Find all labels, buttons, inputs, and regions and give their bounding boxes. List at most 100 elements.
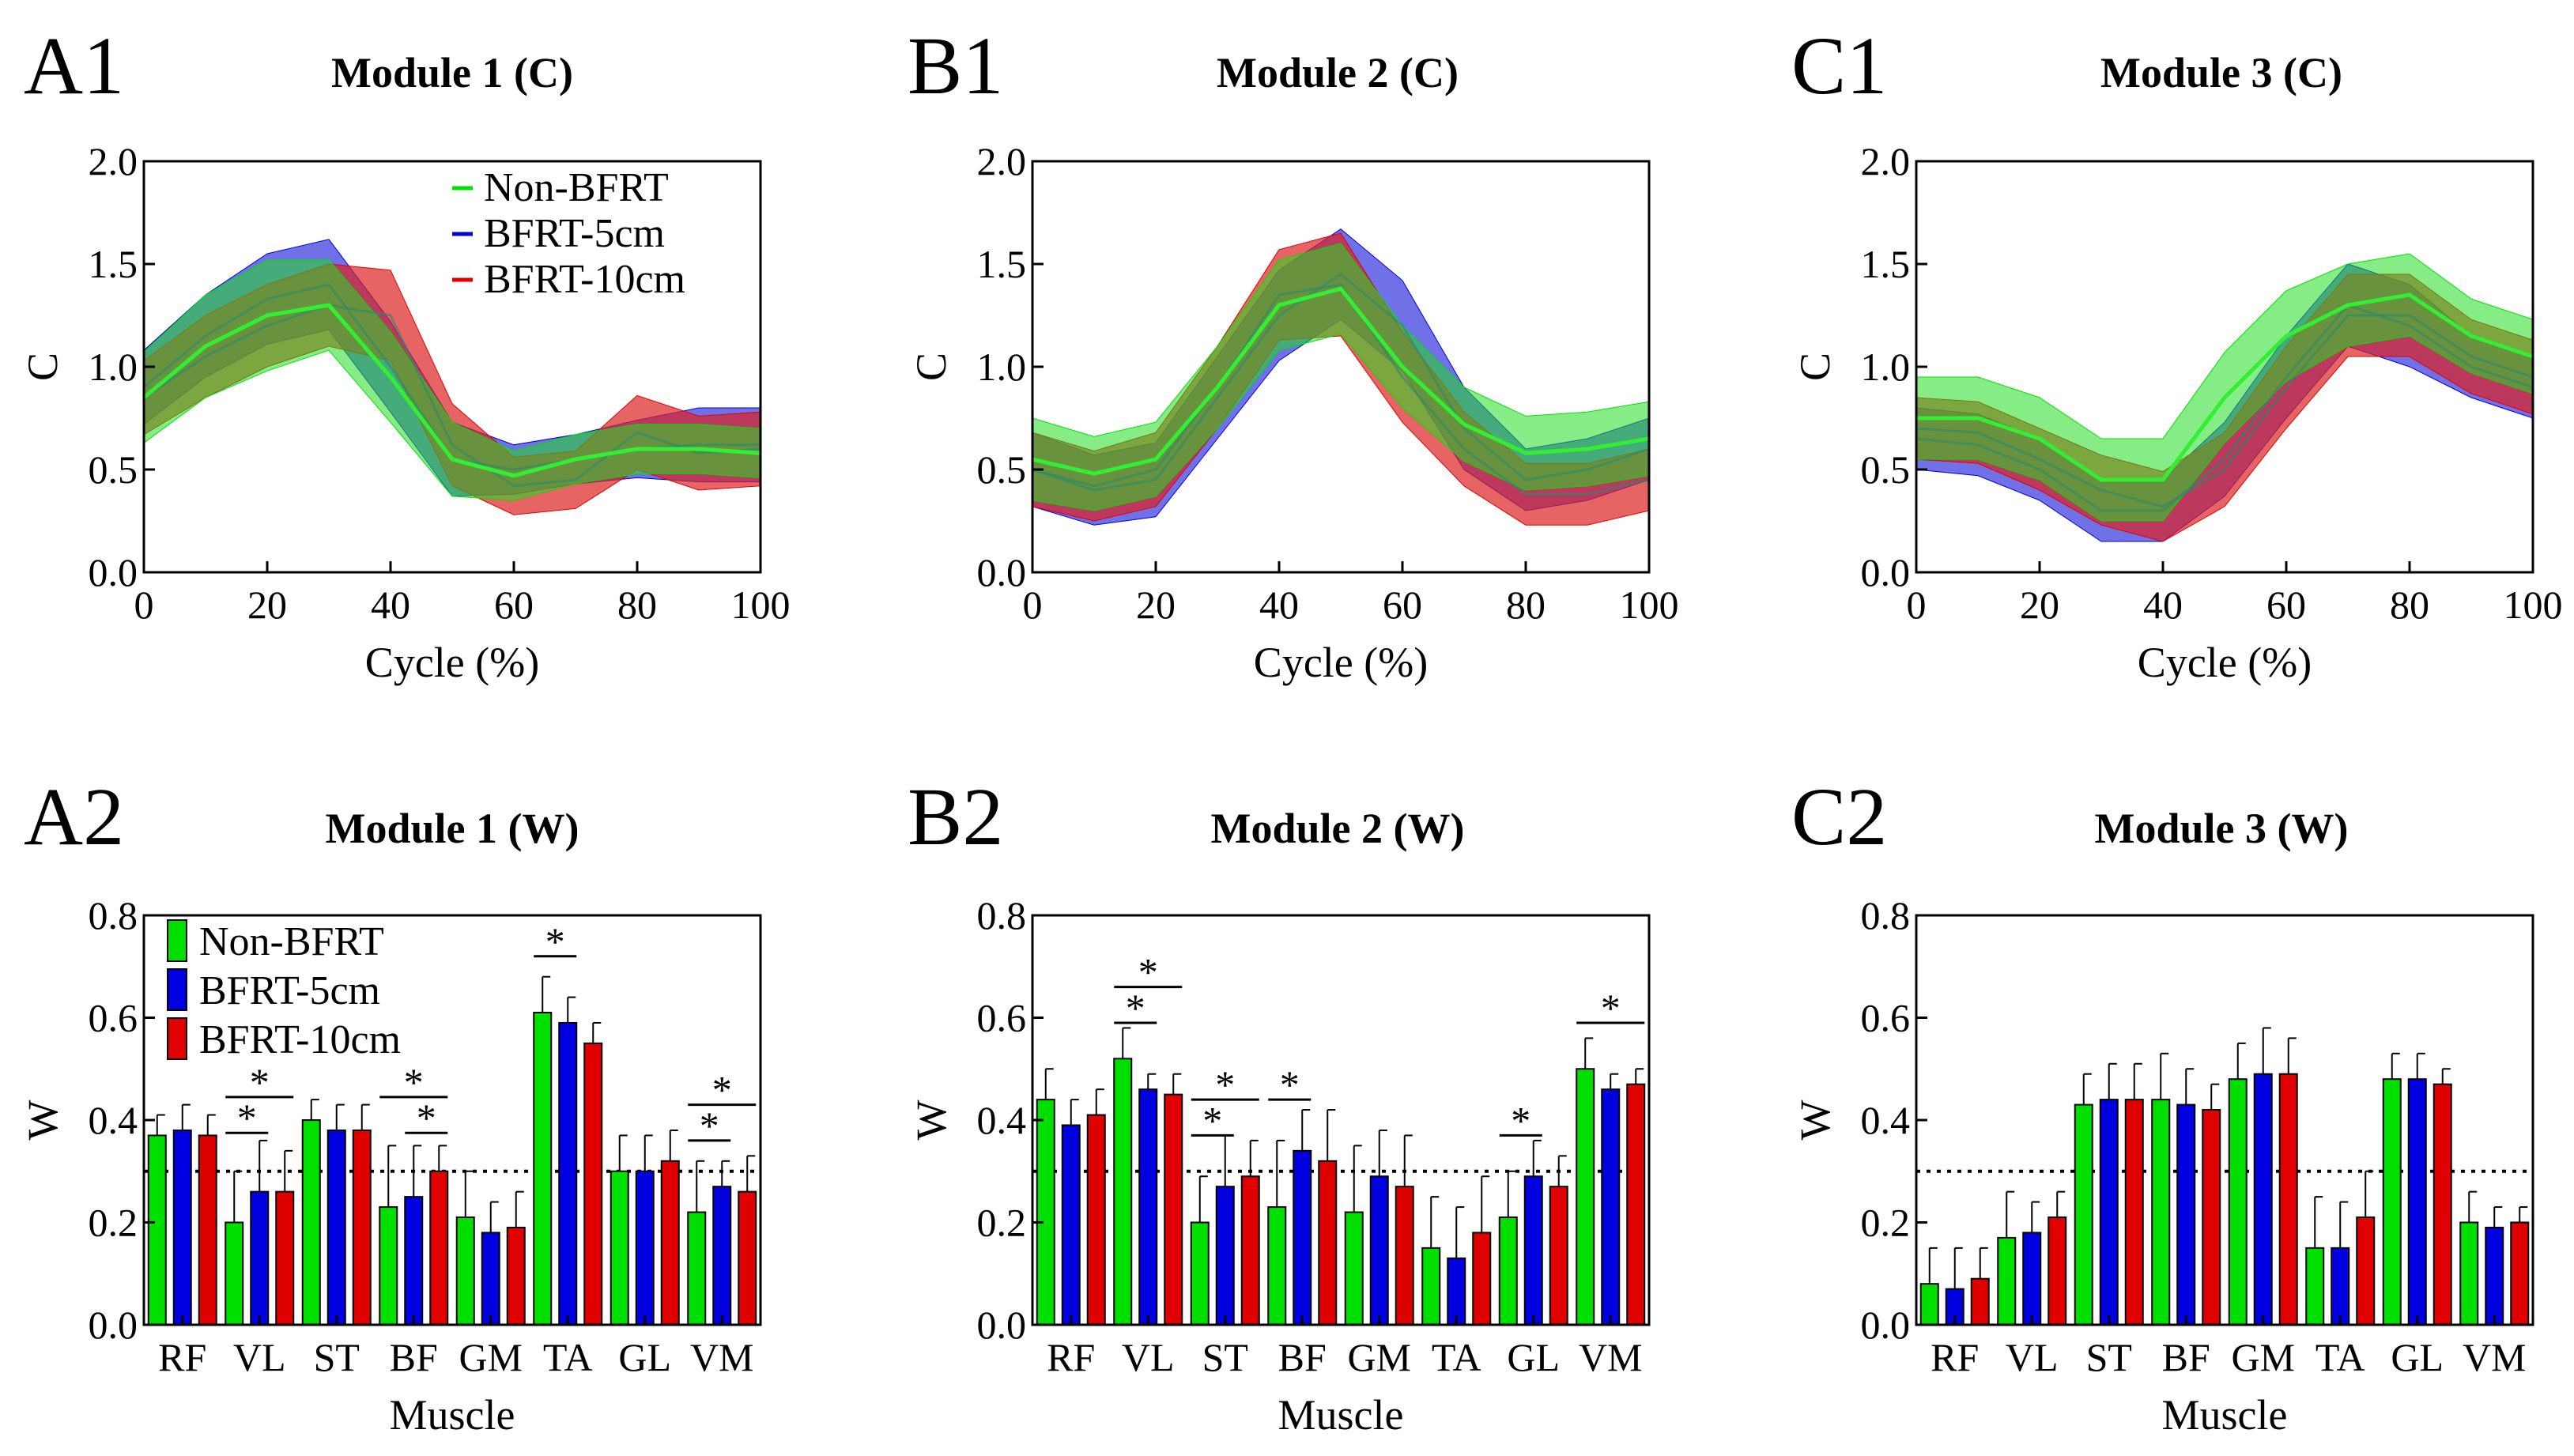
x-tick-label: BF: [2162, 1335, 2210, 1379]
bar-non-bfrt-vm: [687, 1211, 707, 1326]
band-non-bfrt: [144, 259, 760, 501]
significance-star: *: [545, 919, 565, 964]
bar-bfrt-5cm-bf: [404, 1196, 424, 1326]
y-tick-label: 0.5: [1861, 447, 1911, 492]
bar-bfrt-5cm-bf: [1293, 1149, 1312, 1326]
legend-swatch-non-bfrt: [167, 919, 187, 962]
x-tick-label: TA: [1432, 1335, 1481, 1379]
y-tick-label: 0.0: [1861, 1303, 1911, 1347]
significance-star: *: [1601, 986, 1621, 1030]
panel-title: Module 3 (W): [2095, 805, 2349, 852]
significance-star: *: [237, 1096, 257, 1140]
bar-non-bfrt-vl: [1997, 1236, 2017, 1326]
y-tick-label: 0.6: [89, 996, 138, 1040]
bar-non-bfrt-vl: [225, 1221, 244, 1326]
x-tick-label: 0: [1907, 583, 1927, 627]
x-tick-label: BF: [390, 1335, 438, 1379]
y-tick-label: 1.5: [977, 242, 1027, 286]
x-tick-label: GM: [2231, 1335, 2295, 1379]
y-tick-label: 0.8: [977, 893, 1027, 937]
bar-non-bfrt-ta: [533, 1012, 553, 1326]
bar-non-bfrt-bf: [2151, 1099, 2171, 1326]
x-tick-label: 0: [134, 583, 154, 627]
significance-star: *: [1280, 1062, 1300, 1107]
panel-title: Module 2 (C): [1217, 49, 1459, 96]
legend-label-non-bfrt: Non-BFRT: [484, 165, 669, 210]
x-tick-label: 60: [2266, 583, 2306, 627]
bar-bfrt-5cm-gl: [1523, 1175, 1543, 1326]
bar-bfrt-10cm-ta: [2356, 1216, 2376, 1326]
x-tick-label: 60: [1383, 583, 1422, 627]
bar-non-bfrt-bf: [379, 1206, 398, 1326]
significance-star: *: [417, 1096, 436, 1140]
legend-label-bfrt-10cm: BFRT-10cm: [199, 1017, 401, 1062]
legend-swatch-bfrt-5cm: [167, 968, 187, 1011]
bar-non-bfrt-bf: [1267, 1206, 1287, 1326]
x-tick-label: 20: [1136, 583, 1176, 627]
bar-bfrt-5cm-ta: [2331, 1247, 2350, 1326]
bar-bfrt-10cm-gm: [506, 1226, 526, 1326]
bar-non-bfrt-vm: [1576, 1068, 1595, 1326]
bar-bfrt-5cm-gm: [1369, 1175, 1389, 1326]
bar-non-bfrt-vm: [2459, 1221, 2479, 1326]
y-tick-label: 0.0: [89, 1303, 138, 1347]
bar-bfrt-5cm-st: [2099, 1099, 2119, 1326]
x-tick-label: ST: [314, 1335, 360, 1379]
y-tick-label: 0.6: [1861, 996, 1911, 1040]
bar-non-bfrt-gl: [2382, 1078, 2402, 1326]
bar-bfrt-10cm-st: [352, 1129, 372, 1326]
bar-bfrt-10cm-bf: [1318, 1160, 1338, 1326]
bar-bfrt-10cm-st: [1240, 1175, 1260, 1326]
x-axis-label: Cycle (%): [2138, 639, 2312, 686]
bar-bfrt-10cm-gm: [2278, 1073, 2298, 1326]
y-tick-label: 1.0: [977, 345, 1027, 389]
bar-non-bfrt-gm: [455, 1216, 475, 1326]
x-tick-label: ST: [2086, 1335, 2132, 1379]
y-axis-label: C: [908, 353, 955, 381]
bar-bfrt-5cm-ta: [558, 1021, 578, 1326]
bar-bfrt-10cm-vl: [1164, 1093, 1183, 1326]
significance-star: *: [1511, 1098, 1530, 1142]
bar-bfrt-10cm-ta: [1472, 1232, 1492, 1326]
bar-non-bfrt-gm: [2228, 1078, 2248, 1326]
plot-area: [1032, 228, 1649, 526]
y-tick-label: 1.0: [89, 345, 138, 389]
panel-a1: A1 Module 1 (C) 0 20 40 60 80 100 0.0 0.5 1.0 1.5 2.…: [19, 21, 791, 686]
y-tick-label: 2.0: [1861, 139, 1911, 183]
y-axis-label: C: [1791, 353, 1839, 381]
bar-bfrt-10cm-rf: [198, 1134, 217, 1326]
legend-label-bfrt-10cm: BFRT-10cm: [484, 257, 685, 302]
bar-bfrt-5cm-vl: [2022, 1232, 2042, 1326]
panel-letter: C1: [1791, 21, 1887, 111]
mean-line-bfrt-5cm: [1032, 273, 1649, 492]
x-tick-label: 80: [2390, 583, 2429, 627]
x-tick-label: 40: [371, 583, 410, 627]
x-tick-label: ST: [1202, 1335, 1248, 1379]
x-tick-label: VM: [1579, 1335, 1643, 1379]
panel-a2: A2 Module 1 (W)*******RF VL ST BF GM TA GL VM0.0…: [19, 771, 762, 1439]
bar-bfrt-5cm-ta: [1447, 1257, 1466, 1326]
bar-non-bfrt-st: [301, 1119, 321, 1326]
bar-bfrt-10cm-vl: [275, 1190, 295, 1326]
x-tick-label: GL: [2391, 1335, 2444, 1379]
x-axis-label: Muscle: [390, 1391, 515, 1439]
x-tick-label: 40: [2143, 583, 2183, 627]
mean-line-non-bfrt: [1916, 292, 2533, 482]
x-axis-label: Cycle (%): [1254, 639, 1428, 686]
x-axis-label: Muscle: [1278, 1391, 1404, 1439]
panel-b2: B2 Module 2 (W)*******RF VL ST BF GM TA GL VM0.0…: [908, 771, 1651, 1439]
mean-line-bfrt-10cm: [1032, 283, 1649, 496]
panel-b1: B1 Module 2 (C) 0 20 40 60 80 100 0.0 0.5 1.0 1.5 2.…: [908, 21, 1679, 686]
x-tick-label: 0: [1023, 583, 1043, 627]
mean-line-non-bfrt: [1032, 286, 1649, 476]
bar-bfrt-5cm-gl: [2407, 1078, 2427, 1326]
bar-bfrt-5cm-rf: [172, 1129, 192, 1326]
bar-non-bfrt-rf: [1036, 1099, 1055, 1326]
x-tick-label: RF: [1930, 1335, 1979, 1379]
panel-letter: B1: [908, 21, 1003, 111]
x-tick-label: RF: [1047, 1335, 1095, 1379]
y-tick-label: 0.6: [977, 996, 1027, 1040]
panel-letter: A2: [24, 771, 124, 862]
bar-bfrt-5cm-gl: [635, 1170, 655, 1326]
bar-non-bfrt-rf: [1919, 1283, 1939, 1326]
